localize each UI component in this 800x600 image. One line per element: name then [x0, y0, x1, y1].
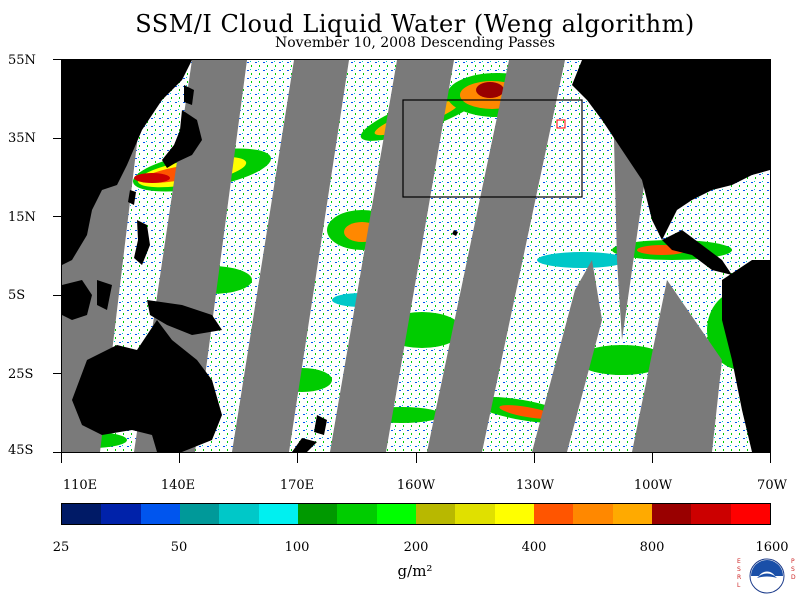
lon-label-130w: 130W — [515, 478, 555, 493]
lat-tick — [53, 452, 61, 453]
colorbar-swatch — [533, 504, 574, 524]
lat-label-35n: 35N — [8, 131, 36, 146]
lon-tick — [179, 453, 180, 463]
noaa-logo-icon — [749, 558, 785, 594]
colorbar-swatch — [455, 504, 495, 524]
lon-label-160w: 160W — [396, 478, 436, 493]
land-masses — [62, 60, 770, 452]
highlight-box — [556, 119, 566, 129]
lat-tick — [53, 138, 61, 139]
colorbar-label-1600: 1600 — [755, 540, 789, 555]
region-outline-box — [402, 99, 583, 198]
lat-tick — [53, 216, 61, 217]
colorbar-swatch — [691, 504, 731, 524]
colorbar-swatch — [730, 504, 770, 524]
colorbar-swatch — [651, 504, 692, 524]
colorbar-units: g/m² — [397, 562, 433, 580]
lat-label-45s: 45S — [8, 443, 34, 458]
no-data-swaths — [62, 60, 722, 452]
colorbar-swatch — [612, 504, 652, 524]
colorbar-swatch — [140, 504, 180, 524]
lon-tick — [770, 453, 771, 463]
colorbar-swatch — [258, 504, 298, 524]
colorbar-swatch — [62, 504, 102, 524]
lon-label-100w: 100W — [633, 478, 673, 493]
colorbar-swatch — [101, 504, 141, 524]
colorbar-swatch — [297, 504, 338, 524]
lon-tick — [61, 453, 62, 463]
colorbar-swatch — [219, 504, 259, 524]
colorbar-swatch — [179, 504, 220, 524]
colorbar-swatch — [376, 504, 416, 524]
lon-label-70w: 70W — [757, 478, 787, 493]
colorbar — [61, 503, 771, 525]
lat-label-5s: 5S — [8, 288, 26, 303]
colorbar-label-800: 800 — [639, 540, 665, 555]
colorbar-swatch — [337, 504, 377, 524]
colorbar-label-400: 400 — [521, 540, 547, 555]
lon-tick — [534, 453, 535, 463]
lon-label-110e: 110E — [62, 478, 98, 493]
lon-tick — [416, 453, 417, 463]
lat-label-15n: 15N — [8, 210, 36, 225]
cloud-water-map — [61, 59, 771, 453]
lat-label-55n: 55N — [8, 53, 36, 68]
colorbar-swatch — [494, 504, 534, 524]
map-title: SSM/I Cloud Liquid Water (Weng algorithm… — [135, 10, 695, 38]
lon-label-140e: 140E — [160, 478, 196, 493]
lon-label-170e: 170E — [279, 478, 315, 493]
colorbar-label-100: 100 — [284, 540, 310, 555]
colorbar-swatch — [415, 504, 456, 524]
lat-tick — [53, 295, 61, 296]
lat-label-25s: 25S — [8, 367, 34, 382]
colorbar-label-50: 50 — [170, 540, 188, 555]
colorbar-swatch — [573, 504, 613, 524]
lon-tick — [297, 453, 298, 463]
colorbar-label-200: 200 — [403, 540, 429, 555]
lat-tick — [53, 373, 61, 374]
lat-tick — [53, 59, 61, 60]
map-canvas — [62, 60, 770, 452]
map-subtitle: November 10, 2008 Descending Passes — [274, 35, 555, 51]
colorbar-label-25: 25 — [52, 540, 70, 555]
lon-tick — [652, 453, 653, 463]
